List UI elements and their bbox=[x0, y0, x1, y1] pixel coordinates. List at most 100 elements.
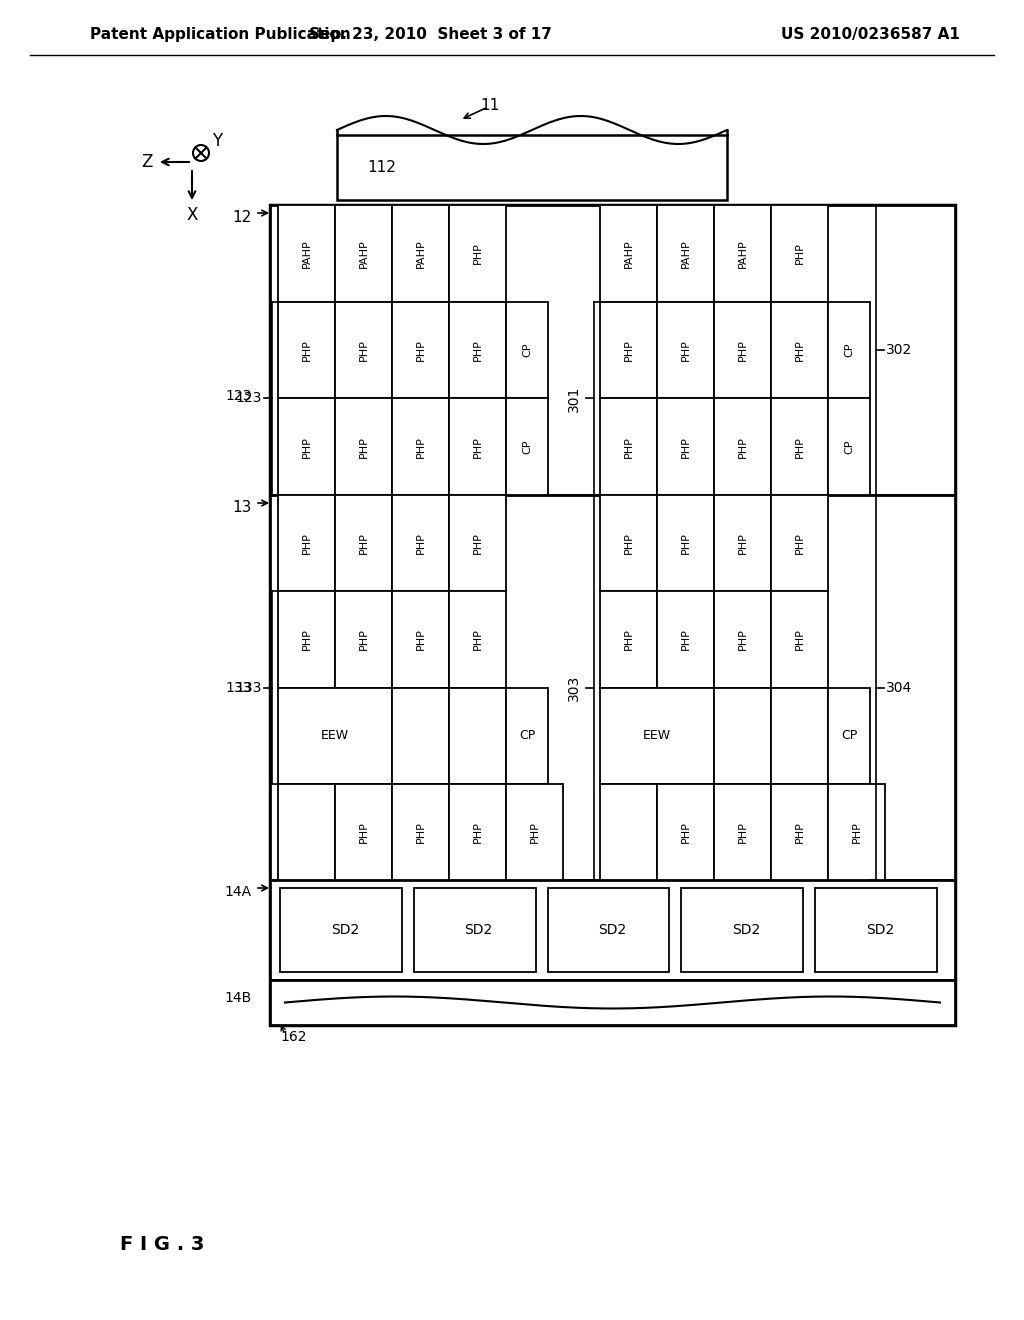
Bar bbox=[335, 591, 392, 688]
Bar bbox=[337, 135, 727, 201]
Text: 112: 112 bbox=[368, 160, 396, 176]
Text: CP: CP bbox=[841, 729, 857, 742]
Text: 301: 301 bbox=[567, 385, 581, 412]
Bar bbox=[828, 399, 870, 495]
Bar bbox=[335, 302, 392, 399]
Text: PAHP: PAHP bbox=[416, 239, 426, 268]
Bar bbox=[771, 688, 828, 784]
Text: CP: CP bbox=[522, 440, 532, 454]
Bar bbox=[449, 399, 506, 495]
Bar bbox=[600, 784, 657, 880]
Bar bbox=[506, 784, 563, 880]
Text: PAHP: PAHP bbox=[737, 239, 748, 268]
Text: PHP: PHP bbox=[358, 436, 369, 458]
Bar bbox=[771, 302, 828, 399]
Bar bbox=[771, 205, 828, 302]
Bar bbox=[335, 495, 392, 591]
Text: PHP: PHP bbox=[681, 628, 690, 651]
Text: PHP: PHP bbox=[472, 243, 482, 264]
Text: Z: Z bbox=[141, 153, 153, 172]
Bar bbox=[335, 399, 392, 495]
Text: PHP: PHP bbox=[358, 339, 369, 360]
Bar bbox=[657, 399, 714, 495]
Bar bbox=[449, 495, 506, 591]
Bar bbox=[506, 688, 548, 784]
Bar bbox=[771, 784, 828, 880]
Text: PAHP: PAHP bbox=[358, 239, 369, 268]
Bar bbox=[506, 302, 548, 399]
Bar bbox=[449, 784, 506, 880]
Text: 133: 133 bbox=[236, 681, 262, 694]
Bar bbox=[548, 888, 670, 972]
Bar bbox=[714, 399, 771, 495]
Text: 303: 303 bbox=[567, 675, 581, 701]
Text: PHP: PHP bbox=[416, 339, 426, 360]
Text: 123: 123 bbox=[225, 389, 252, 404]
Bar bbox=[414, 888, 536, 972]
Text: PHP: PHP bbox=[624, 532, 634, 554]
Text: PHP: PHP bbox=[624, 628, 634, 651]
Text: 12: 12 bbox=[232, 210, 252, 224]
Text: PHP: PHP bbox=[624, 436, 634, 458]
Bar bbox=[278, 784, 335, 880]
Text: PHP: PHP bbox=[795, 339, 805, 360]
Bar bbox=[506, 399, 548, 495]
Text: CP: CP bbox=[522, 343, 532, 358]
Text: PHP: PHP bbox=[624, 339, 634, 360]
Text: PHP: PHP bbox=[852, 821, 861, 842]
Text: PHP: PHP bbox=[737, 436, 748, 458]
Bar bbox=[714, 495, 771, 591]
Text: PAHP: PAHP bbox=[681, 239, 690, 268]
Bar bbox=[270, 495, 955, 880]
Text: SD2: SD2 bbox=[866, 923, 894, 937]
Text: F I G . 3: F I G . 3 bbox=[120, 1236, 205, 1254]
Bar bbox=[270, 205, 955, 495]
Text: US 2010/0236587 A1: US 2010/0236587 A1 bbox=[780, 28, 959, 42]
Bar bbox=[392, 495, 449, 591]
Text: Y: Y bbox=[212, 132, 222, 150]
Text: Sep. 23, 2010  Sheet 3 of 17: Sep. 23, 2010 Sheet 3 of 17 bbox=[308, 28, 552, 42]
Text: PHP: PHP bbox=[358, 628, 369, 651]
Bar bbox=[600, 399, 657, 495]
Bar bbox=[828, 784, 885, 880]
Bar bbox=[392, 205, 449, 302]
Text: CP: CP bbox=[844, 440, 854, 454]
Bar bbox=[657, 495, 714, 591]
Text: CP: CP bbox=[844, 343, 854, 358]
Bar bbox=[815, 888, 937, 972]
Bar bbox=[449, 688, 506, 784]
Bar bbox=[278, 591, 335, 688]
Text: PHP: PHP bbox=[416, 821, 426, 842]
Bar bbox=[657, 591, 714, 688]
Text: PHP: PHP bbox=[472, 628, 482, 651]
Bar bbox=[600, 495, 657, 591]
Bar bbox=[280, 888, 401, 972]
Bar bbox=[335, 205, 392, 302]
Text: 11: 11 bbox=[480, 98, 500, 112]
Bar bbox=[270, 979, 955, 1026]
Text: SD2: SD2 bbox=[465, 923, 493, 937]
Bar bbox=[278, 205, 335, 302]
Text: PAHP: PAHP bbox=[624, 239, 634, 268]
Bar bbox=[714, 688, 771, 784]
Text: 302: 302 bbox=[886, 343, 912, 356]
Bar bbox=[449, 591, 506, 688]
Text: PHP: PHP bbox=[301, 436, 311, 458]
Bar bbox=[600, 302, 657, 399]
Bar bbox=[449, 302, 506, 399]
Bar bbox=[657, 205, 714, 302]
Text: EEW: EEW bbox=[643, 729, 671, 742]
Text: PHP: PHP bbox=[795, 243, 805, 264]
Text: PHP: PHP bbox=[472, 532, 482, 554]
Bar bbox=[278, 688, 392, 784]
Bar bbox=[449, 205, 506, 302]
Text: PAHP: PAHP bbox=[301, 239, 311, 268]
Bar bbox=[714, 205, 771, 302]
Bar bbox=[828, 302, 870, 399]
Text: PHP: PHP bbox=[301, 532, 311, 554]
Bar bbox=[278, 495, 335, 591]
Bar bbox=[392, 302, 449, 399]
Bar bbox=[278, 302, 335, 399]
Text: PHP: PHP bbox=[681, 532, 690, 554]
Text: 133: 133 bbox=[225, 681, 252, 694]
